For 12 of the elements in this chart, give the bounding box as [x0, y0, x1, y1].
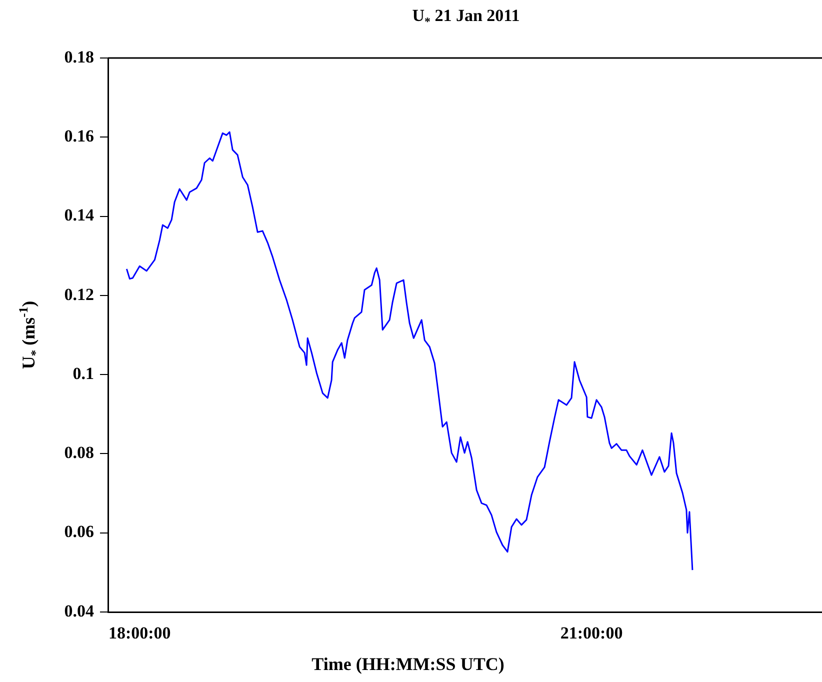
y-tick-label: 0.08	[64, 443, 94, 462]
y-tick-label: 0.1	[72, 364, 94, 383]
x-tick-label: 18:00:00	[108, 624, 171, 643]
x-tick-label: 21:00:00	[560, 624, 623, 643]
x-axis-title: Time (HH:MM:SS UTC)	[310, 654, 506, 675]
y-tick-label: 0.06	[64, 522, 94, 542]
y-tick-label: 0.18	[64, 47, 94, 66]
y-tick-label: 0.14	[64, 206, 94, 225]
y-tick-label: 0.12	[64, 284, 94, 304]
chart-title: U$_{*}$ 21 Jan 2011	[411, 6, 521, 30]
y-tick-label: 0.16	[64, 126, 94, 146]
y-tick-label: 0.04	[64, 601, 94, 620]
